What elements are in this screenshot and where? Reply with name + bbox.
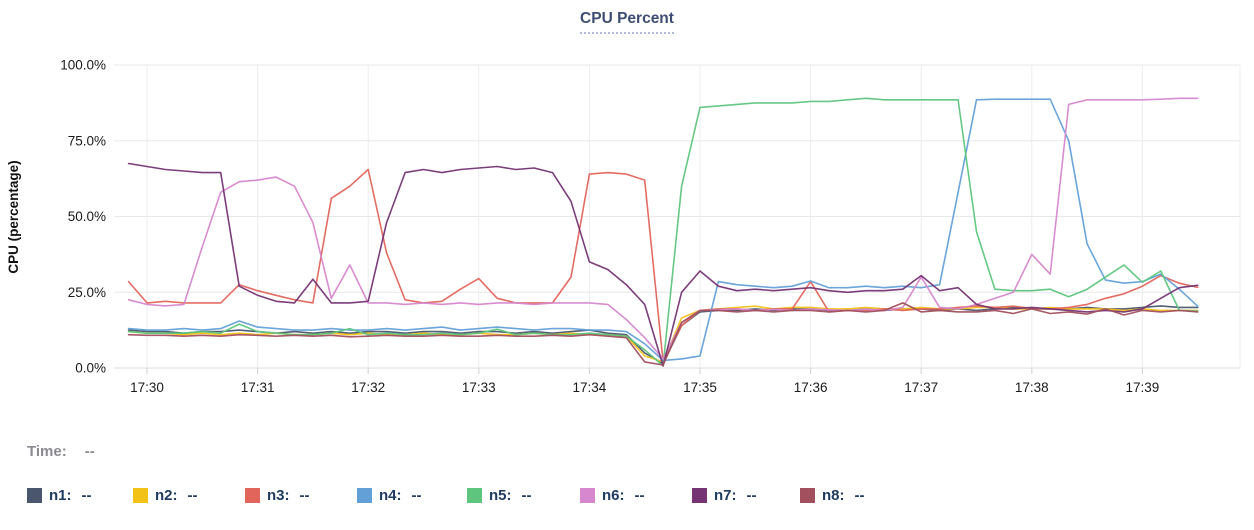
y-tick-label: 0.0%	[75, 361, 106, 376]
x-tick-label: 17:39	[1126, 380, 1160, 395]
legend-item-n1[interactable]: n1: --	[27, 484, 92, 506]
x-tick-label: 17:37	[904, 380, 938, 395]
legend-item-n3[interactable]: n3: --	[245, 484, 310, 506]
x-tick-label: 17:33	[462, 380, 496, 395]
legend-item-n8[interactable]: n8: --	[800, 484, 865, 506]
series-line-n8	[127, 302, 1199, 366]
series-line-n6	[127, 97, 1199, 360]
chart-title[interactable]: CPU Percent	[580, 10, 674, 34]
legend-label-n7: n7:	[714, 486, 737, 504]
x-tick-label: 17:34	[573, 380, 607, 395]
legend-item-n6[interactable]: n6: --	[580, 484, 645, 506]
legend-value-n5: --	[521, 486, 532, 504]
legend-item-n7[interactable]: n7: --	[692, 484, 757, 506]
series-line-n4	[127, 98, 1199, 362]
y-tick-label: 25.0%	[68, 285, 106, 300]
time-readout: Time: --	[27, 443, 95, 460]
legend-swatch-n5	[467, 487, 482, 503]
legend-swatch-n2	[133, 487, 148, 503]
legend-label-n3: n3:	[267, 486, 290, 504]
x-tick-label: 17:30	[130, 380, 164, 395]
legend-swatch-n1	[27, 487, 42, 503]
legend-value-n4: --	[411, 486, 422, 504]
legend-value-n6: --	[634, 486, 645, 504]
chart-canvas[interactable]: 0.0% 25.0% 50.0% 75.0% 100.0% 17:30 17:31 17:32…	[0, 0, 1254, 430]
legend-value-n7: --	[746, 486, 757, 504]
legend-swatch-n4	[357, 487, 372, 503]
legend-value-n1: --	[81, 486, 92, 504]
legend-value-n8: --	[854, 486, 865, 504]
grid-layer	[114, 64, 1241, 369]
legend-swatch-n8	[800, 487, 815, 503]
legend: n1: -- n2: -- n3: -- n4: -- n5: -- n6: -- n7: -- n8: --	[0, 484, 1254, 514]
legend-value-n2: --	[187, 486, 198, 504]
y-tick-label: 50.0%	[68, 209, 106, 224]
legend-item-n5[interactable]: n5: --	[467, 484, 532, 506]
legend-label-n2: n2:	[155, 486, 178, 504]
legend-swatch-n6	[580, 487, 595, 503]
series-line-n5	[127, 97, 1199, 367]
y-axis-title: CPU (percentage)	[6, 160, 21, 273]
legend-swatch-n7	[692, 487, 707, 503]
x-tick-label: 17:36	[794, 380, 828, 395]
legend-label-n8: n8:	[822, 486, 845, 504]
x-tick-label: 17:35	[683, 380, 717, 395]
legend-value-n3: --	[299, 486, 310, 504]
series-line-n3	[127, 168, 1199, 363]
time-label: Time:	[27, 443, 67, 460]
series-line-n7	[127, 162, 1199, 367]
legend-label-n5: n5:	[489, 486, 512, 504]
y-tick-label: 100.0%	[60, 58, 106, 73]
x-tick-label: 17:38	[1015, 380, 1049, 395]
legend-label-n4: n4:	[379, 486, 402, 504]
y-tick-label: 75.0%	[68, 133, 106, 148]
x-tick-label: 17:32	[351, 380, 385, 395]
legend-swatch-n3	[245, 487, 260, 503]
time-value: --	[84, 443, 95, 460]
axis-layer: 0.0% 25.0% 50.0% 75.0% 100.0% 17:30 17:31 17:32…	[60, 58, 1240, 395]
legend-item-n4[interactable]: n4: --	[357, 484, 422, 506]
legend-item-n2[interactable]: n2: --	[133, 484, 198, 506]
legend-label-n6: n6:	[602, 486, 625, 504]
series-layer	[127, 97, 1199, 367]
x-tick-label: 17:31	[241, 380, 275, 395]
legend-label-n1: n1:	[49, 486, 72, 504]
